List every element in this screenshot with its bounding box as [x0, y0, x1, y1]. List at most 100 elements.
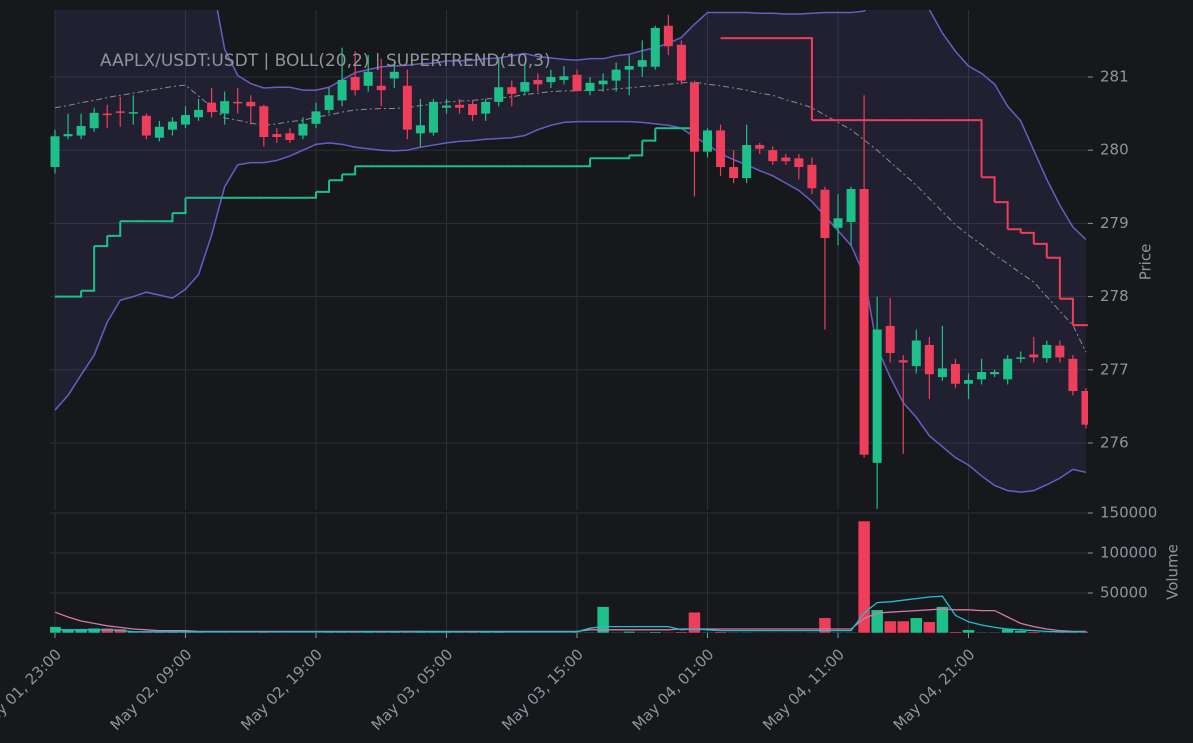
volume-bar — [531, 632, 545, 633]
candle-body — [50, 136, 60, 168]
supertrend-down — [1046, 256, 1061, 299]
candle-body — [1081, 391, 1088, 425]
volume-bar — [270, 632, 284, 633]
volume-bar — [87, 627, 101, 633]
volume-bar — [844, 631, 858, 633]
candle-body — [650, 27, 660, 67]
bollinger-upper — [216, 10, 1087, 241]
y-tick-label: 281 — [1100, 67, 1129, 85]
volume-bar — [1014, 630, 1027, 633]
supertrend-down — [981, 176, 996, 203]
volume-bar — [688, 611, 701, 633]
price-plot — [50, 10, 1088, 509]
supertrend-down — [968, 119, 983, 178]
volume-bar — [805, 631, 819, 633]
candle-body — [781, 157, 791, 162]
supertrend-down — [1020, 231, 1035, 244]
candle-body — [716, 130, 726, 168]
candle-body — [611, 69, 621, 81]
candle-body — [703, 130, 712, 152]
supertrend-up — [342, 166, 357, 176]
candle-body — [742, 145, 752, 179]
volume-bar — [740, 631, 753, 633]
volume-bar — [544, 632, 558, 633]
volume-bar — [296, 632, 310, 633]
supertrend-down — [1007, 228, 1022, 233]
supertrend-up — [302, 191, 317, 199]
volume-bar — [218, 632, 231, 633]
volume-bar — [727, 631, 740, 633]
volume-bar — [779, 632, 793, 633]
y-tick-label: 277 — [1100, 360, 1129, 378]
candle-body — [89, 112, 99, 129]
volume-bar — [897, 620, 910, 633]
candle-body — [102, 113, 112, 116]
candle-body — [729, 167, 739, 179]
supertrend-down — [1033, 242, 1048, 258]
y-tick-label: 150000 — [1100, 504, 1157, 522]
supertrend-up — [577, 158, 592, 168]
bollinger-lower — [54, 120, 1087, 493]
supertrend-up — [107, 221, 122, 237]
candle-body — [676, 44, 686, 81]
y-tick-label: 280 — [1100, 141, 1129, 159]
supertrend-up — [642, 128, 657, 142]
candle-body — [220, 101, 230, 114]
y-tick-label: 279 — [1100, 214, 1129, 232]
candle-body — [911, 340, 921, 367]
candle-body — [898, 360, 908, 363]
candle-body — [1042, 344, 1052, 359]
y-axis-label: Volume — [1164, 544, 1182, 600]
volume-bar — [857, 520, 871, 633]
volume-bar — [870, 609, 884, 633]
supertrend-up — [94, 235, 109, 248]
volume-bar — [753, 632, 766, 633]
volume-bar — [205, 632, 218, 633]
candle-body — [194, 109, 204, 118]
candle-body — [950, 363, 960, 384]
candle-body — [141, 115, 151, 136]
candle-body — [337, 79, 347, 101]
candle-body — [246, 101, 256, 107]
volume-bar — [675, 631, 688, 633]
candle-body — [572, 74, 582, 91]
candle-body — [977, 372, 987, 380]
volume-bar — [231, 632, 244, 633]
candle-body — [115, 111, 125, 113]
candle-body — [520, 82, 530, 92]
volume-bar — [622, 631, 636, 633]
candle-body — [1068, 358, 1078, 392]
candle-body — [324, 95, 334, 110]
volume-bar — [910, 617, 923, 633]
candle-body — [937, 368, 947, 378]
volume-bar — [975, 631, 988, 633]
volume-line — [55, 595, 1086, 633]
volume-bar — [662, 631, 675, 633]
volume-bar — [962, 629, 975, 633]
y-tick-label: 100000 — [1100, 544, 1157, 562]
candle-body — [415, 125, 425, 134]
volume-bar — [883, 620, 897, 633]
supertrend-up — [68, 290, 83, 298]
volume-bar — [936, 606, 949, 633]
candle-body — [428, 101, 438, 133]
volume-bar — [100, 627, 114, 633]
y-tick-label: 276 — [1100, 434, 1129, 452]
supertrend-up — [329, 174, 344, 182]
candle-body — [154, 126, 164, 138]
candle-body — [167, 121, 177, 130]
volume-bar — [766, 632, 779, 633]
volume-bar — [923, 621, 936, 633]
supertrend-up — [81, 246, 96, 292]
candle-body — [820, 189, 830, 239]
volume-bar — [792, 632, 806, 633]
candle-body — [181, 115, 190, 125]
candle-body — [376, 85, 386, 91]
candle-body — [585, 82, 595, 91]
bollinger-middle — [54, 81, 1087, 353]
candle-body — [768, 150, 778, 162]
candle-body — [924, 344, 934, 375]
candle-body — [807, 164, 817, 189]
candle-body — [350, 76, 360, 91]
volume-bar — [1040, 631, 1054, 633]
